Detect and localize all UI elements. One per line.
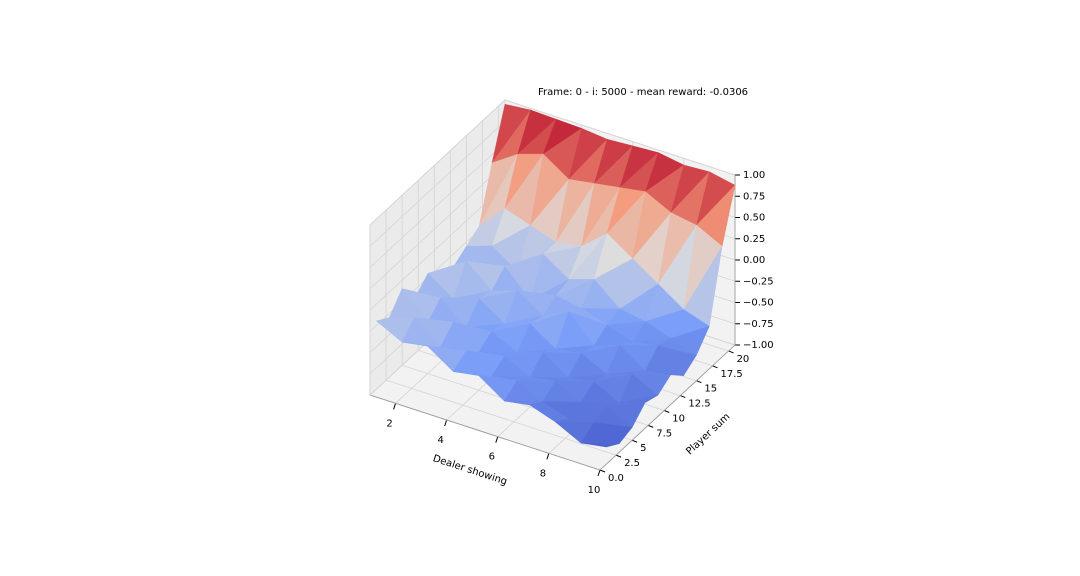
surface-facet	[580, 442, 620, 448]
y-tick	[664, 410, 670, 413]
z-tick-label: 0.00	[743, 255, 765, 266]
y-tick	[680, 395, 686, 399]
x-tick-label: 2	[386, 418, 392, 429]
y-tick-label: 12.5	[688, 399, 710, 410]
axis-line	[369, 394, 601, 471]
z-tick-label: 1.00	[743, 170, 765, 181]
grid-line	[369, 99, 506, 226]
y-tick	[712, 365, 718, 369]
y-axis-label: Player sum	[684, 411, 732, 457]
x-tick	[495, 436, 499, 443]
x-axis-label: Dealer showing	[431, 453, 508, 487]
x-tick-label: 10	[588, 485, 601, 496]
y-tick-label: 17.5	[721, 369, 743, 380]
axis-line	[599, 344, 736, 471]
y-tick	[728, 350, 734, 354]
y-tick	[696, 380, 702, 384]
x-tick	[444, 419, 448, 427]
x-tick	[393, 403, 397, 410]
z-tick-label: 0.50	[743, 213, 765, 224]
y-tick-label: 5	[640, 443, 646, 454]
grid-line	[369, 142, 506, 268]
x-tick	[597, 469, 601, 477]
grid-line	[369, 184, 506, 311]
z-tick-label: 0.25	[743, 234, 765, 245]
y-tick-label: 2.5	[624, 458, 640, 469]
x-tick-label: 4	[437, 435, 443, 446]
y-tick-label: 0.0	[608, 473, 624, 484]
x-tick-label: 6	[489, 452, 495, 463]
y-tick-label: 7.5	[656, 428, 672, 439]
z-tick-label: −0.25	[743, 276, 774, 287]
grid-line	[504, 99, 736, 176]
x-tick-label: 8	[540, 468, 546, 479]
y-tick	[599, 469, 606, 473]
z-tick-label: −1.00	[743, 340, 774, 351]
x-tick	[546, 453, 550, 460]
y-tick	[631, 439, 638, 443]
chart-title: Frame: 0 - i: 5000 - mean reward: -0.030…	[538, 87, 748, 98]
grid-line	[369, 163, 506, 290]
z-tick-label: −0.75	[743, 319, 774, 330]
y-tick	[615, 454, 622, 458]
z-tick-label: −0.50	[743, 298, 774, 309]
grid-line	[385, 379, 617, 456]
grid-line	[369, 120, 506, 247]
z-tick-label: 0.75	[743, 191, 765, 202]
y-tick-label: 10	[672, 413, 685, 424]
y-tick-label: 15	[704, 384, 717, 395]
y-tick-label: 20	[737, 354, 750, 365]
y-tick	[648, 424, 654, 428]
